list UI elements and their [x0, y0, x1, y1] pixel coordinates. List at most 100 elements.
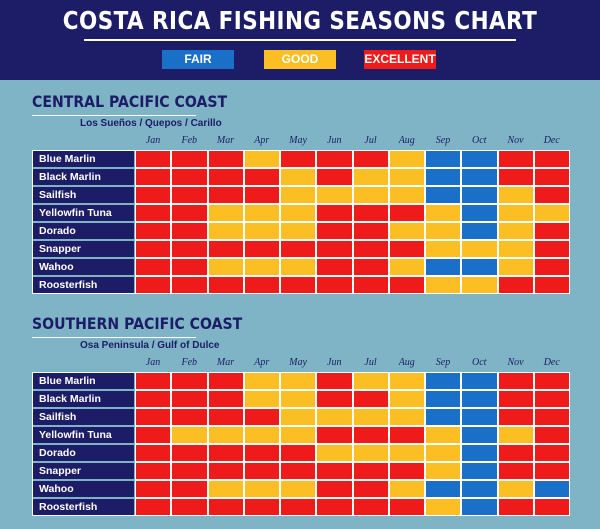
species-label: Yellowfin Tuna: [32, 427, 134, 443]
rating-cell: [461, 222, 498, 240]
rating-cell: [352, 168, 389, 186]
rating-cell: [171, 390, 208, 408]
species-label: Snapper: [32, 241, 134, 257]
rating-cell: [388, 186, 425, 204]
rating-cell: [243, 426, 280, 444]
rating-cell: [135, 390, 172, 408]
rating-cell: [497, 204, 534, 222]
rating-cell: [461, 186, 498, 204]
rating-cell: [243, 204, 280, 222]
rating-cell: [135, 240, 172, 258]
rating-cell: [388, 168, 425, 186]
rating-cell: [207, 168, 244, 186]
species-label: Black Marlin: [32, 169, 134, 185]
rating-cell: [425, 480, 462, 498]
rating-cell: [425, 462, 462, 480]
rating-cell: [280, 222, 317, 240]
rating-cell: [497, 390, 534, 408]
rating-cell: [388, 390, 425, 408]
rating-cell: [425, 186, 462, 204]
rating-cell: [280, 390, 317, 408]
species-label: Wahoo: [32, 259, 134, 275]
rating-cell: [316, 480, 353, 498]
rating-cell: [243, 186, 280, 204]
rating-cell: [171, 408, 208, 426]
section-subtitle: Los Sueños / Quepos / Carillo: [80, 118, 222, 129]
rating-cell: [280, 258, 317, 276]
section-title: SOUTHERN PACIFIC COAST: [32, 314, 243, 333]
species-label: Yellowfin Tuna: [32, 205, 134, 221]
title-underline: [84, 39, 516, 41]
rating-cell: [425, 444, 462, 462]
month-label: Sep: [435, 357, 451, 368]
rating-cell: [497, 186, 534, 204]
rating-cell: [497, 444, 534, 462]
rating-cell: [461, 168, 498, 186]
rating-cell: [207, 426, 244, 444]
rating-cell: [171, 168, 208, 186]
rating-cell: [388, 258, 425, 276]
rating-cell: [280, 444, 317, 462]
rating-cell: [352, 426, 389, 444]
rating-cell: [135, 408, 172, 426]
rating-cell: [388, 480, 425, 498]
rating-cell: [352, 186, 389, 204]
rating-cell: [425, 222, 462, 240]
rating-cell: [135, 204, 172, 222]
rating-cell: [243, 240, 280, 258]
rating-cell: [425, 258, 462, 276]
rating-cell: [461, 390, 498, 408]
legend-excellent: EXCELLENT: [364, 50, 436, 69]
rating-cell: [135, 258, 172, 276]
rating-cell: [135, 222, 172, 240]
rating-cell: [207, 408, 244, 426]
rating-cell: [497, 258, 534, 276]
rating-cell: [497, 168, 534, 186]
rating-cell: [207, 258, 244, 276]
rating-cell: [497, 240, 534, 258]
rating-cell: [316, 258, 353, 276]
rating-cell: [425, 390, 462, 408]
month-label: Jun: [327, 357, 342, 368]
species-label: Blue Marlin: [32, 373, 134, 389]
section-title: CENTRAL PACIFIC COAST: [32, 92, 228, 111]
rating-cell: [316, 444, 353, 462]
rating-cell: [316, 240, 353, 258]
rating-cell: [388, 222, 425, 240]
month-label: Nov: [507, 135, 524, 146]
species-label: Dorado: [32, 223, 134, 239]
rating-cell: [243, 390, 280, 408]
species-label: Roosterfish: [32, 277, 134, 293]
rating-cell: [497, 480, 534, 498]
rating-cell: [352, 204, 389, 222]
month-label: Sep: [435, 135, 451, 146]
rating-cell: [171, 258, 208, 276]
rating-cell: [280, 462, 317, 480]
section-subtitle: Osa Peninsula / Gulf of Dulce: [80, 340, 220, 351]
rating-cell: [352, 408, 389, 426]
rating-cell: [280, 408, 317, 426]
month-label: Jun: [327, 135, 342, 146]
month-label: Aug: [398, 135, 415, 146]
month-label: Feb: [181, 135, 198, 146]
rating-cell: [461, 480, 498, 498]
rating-cell: [207, 222, 244, 240]
rating-cell: [425, 426, 462, 444]
rating-cell: [171, 444, 208, 462]
month-label: Apr: [254, 357, 270, 368]
section-underline: [32, 337, 196, 338]
species-label: Roosterfish: [32, 499, 134, 515]
month-label: Aug: [398, 357, 415, 368]
month-label: Mar: [216, 357, 235, 368]
month-label: May: [289, 135, 307, 146]
rating-cell: [171, 240, 208, 258]
rating-cell: [171, 204, 208, 222]
rating-cell: [388, 408, 425, 426]
month-label: Jan: [145, 135, 161, 146]
species-label: Snapper: [32, 463, 134, 479]
rating-cell: [461, 444, 498, 462]
month-label: Jul: [364, 135, 377, 146]
rating-cell: [171, 462, 208, 480]
rating-cell: [388, 444, 425, 462]
rating-cell: [243, 408, 280, 426]
